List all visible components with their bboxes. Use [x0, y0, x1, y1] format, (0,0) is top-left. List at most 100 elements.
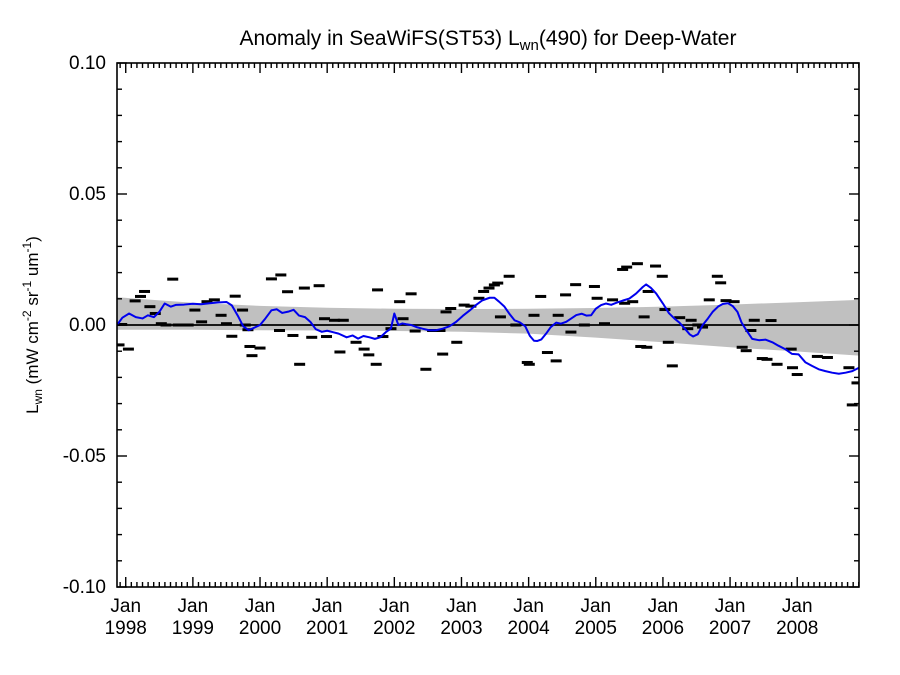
- anomaly-dash-marker: [409, 329, 421, 333]
- anomaly-dash-marker: [635, 344, 647, 348]
- anomaly-dash-marker: [149, 311, 161, 315]
- anomaly-dash-marker: [329, 318, 341, 322]
- y-axis-label: Lwn (mW cm-2 sr-1 um-1): [20, 236, 45, 414]
- axis-labels: 0.100.050.00-0.05-0.10Jan1998Jan1999Jan2…: [63, 53, 819, 639]
- x-tick-label-month: Jan: [715, 596, 746, 617]
- x-tick-label-year: 2005: [575, 618, 617, 639]
- anomaly-dash-marker: [560, 293, 572, 297]
- anomaly-dash-marker: [160, 323, 172, 327]
- anomaly-dash-marker: [745, 329, 757, 333]
- anomaly-dash-marker: [451, 340, 463, 344]
- anomaly-dash-marker: [244, 344, 256, 348]
- anomaly-dash-marker: [656, 274, 668, 278]
- anomaly-dash-marker: [591, 296, 603, 300]
- anomaly-dash-marker: [619, 301, 631, 305]
- smoothed-anomaly-line: [117, 283, 859, 375]
- anomaly-dash-marker: [337, 318, 349, 322]
- chart-title: Anomaly in SeaWiFS(ST53) Lwn(490) for De…: [240, 27, 737, 54]
- anomaly-dash-marker: [523, 362, 535, 366]
- anomaly-dash-marker: [503, 274, 515, 278]
- anomaly-dash-marker: [711, 274, 723, 278]
- anomaly-dash-marker: [541, 351, 553, 355]
- anomaly-dash-marker: [641, 345, 653, 349]
- anomaly-dash-marker: [692, 323, 704, 327]
- anomaly-dash-marker: [363, 353, 375, 357]
- anomaly-dash-marker: [465, 304, 477, 308]
- anomaly-dash-marker: [715, 281, 727, 285]
- anomaly-dash-marker: [405, 292, 417, 296]
- anomaly-dash-marker: [313, 284, 325, 288]
- monthly-anomaly-markers: [117, 262, 859, 407]
- anomaly-dash-marker: [851, 381, 859, 385]
- x-tick-label-month: Jan: [782, 596, 813, 617]
- anomaly-dash-marker: [740, 349, 752, 353]
- anomaly-dash-marker: [617, 267, 629, 271]
- axis-ticks: [117, 62, 860, 588]
- anomaly-dash-marker: [650, 264, 662, 268]
- x-tick-label-year: 2007: [709, 618, 751, 639]
- x-tick-label-year: 2001: [306, 618, 348, 639]
- anomaly-dash-marker: [189, 308, 201, 312]
- anomaly-dash-marker: [139, 289, 151, 293]
- x-tick-label-month: Jan: [513, 596, 544, 617]
- anomaly-dash-marker: [215, 313, 227, 317]
- anomaly-dash-marker: [528, 313, 540, 317]
- anomaly-dash-marker: [703, 298, 715, 302]
- x-tick-label-year: 2000: [239, 618, 281, 639]
- anomaly-dash-marker: [287, 333, 299, 337]
- anomaly-dash-marker: [607, 298, 619, 302]
- x-tick-label-month: Jan: [648, 596, 679, 617]
- anomaly-dash-marker: [246, 354, 258, 358]
- y-tick-label: 0.05: [69, 184, 106, 205]
- anomaly-dash-marker: [196, 320, 208, 324]
- anomaly-dash-marker: [720, 299, 732, 303]
- anomaly-dash-marker: [666, 364, 678, 368]
- anomaly-dash-marker: [434, 329, 446, 333]
- anomaly-dash-marker: [440, 310, 452, 314]
- x-tick-label-month: Jan: [580, 596, 611, 617]
- y-tick-label: -0.10: [63, 577, 106, 598]
- anomaly-dash-marker: [220, 322, 232, 326]
- x-tick-label-year: 1998: [105, 618, 147, 639]
- plot-area: [117, 262, 859, 407]
- x-tick-label-month: Jan: [110, 596, 141, 617]
- anomaly-dash-marker: [226, 334, 238, 338]
- anomaly-dash-marker: [201, 300, 213, 304]
- anomaly-dash-marker: [821, 355, 833, 359]
- anomaly-dash-marker: [229, 294, 241, 298]
- anomaly-dash-marker: [811, 354, 823, 358]
- anomaly-dash-marker: [599, 322, 611, 326]
- anomaly-dash-marker: [631, 262, 643, 266]
- anomaly-dash-marker: [588, 284, 600, 288]
- anomaly-dash-marker: [282, 290, 294, 294]
- anomaly-dash-marker: [117, 343, 125, 347]
- anomaly-dash-marker: [394, 300, 406, 304]
- anomaly-dash-marker: [521, 360, 533, 364]
- x-tick-label-year: 2008: [776, 618, 818, 639]
- anomaly-dash-marker: [458, 303, 470, 307]
- y-tick-label: 0.00: [69, 315, 106, 336]
- anomaly-dash-marker: [761, 357, 773, 361]
- x-tick-label-month: Jan: [379, 596, 410, 617]
- x-tick-label-year: 2004: [507, 618, 550, 639]
- anomaly-dash-marker: [483, 286, 495, 290]
- anomaly-dash-marker: [488, 283, 500, 287]
- x-tick-label-month: Jan: [178, 596, 209, 617]
- anomaly-dash-marker: [294, 362, 306, 366]
- anomaly-dash-marker: [208, 298, 220, 302]
- anomaly-dash-marker: [736, 345, 748, 349]
- anomaly-dash-marker: [321, 335, 333, 339]
- anomaly-dash-marker: [334, 350, 346, 354]
- anomaly-dash-marker: [306, 335, 318, 339]
- anomaly-dash-marker: [445, 306, 457, 310]
- anomaly-dash-marker: [674, 316, 686, 320]
- anomaly-dash-marker: [662, 340, 674, 344]
- anomaly-dash-marker: [771, 362, 783, 366]
- anomaly-dash-marker: [642, 289, 654, 293]
- anomaly-dash-marker: [372, 288, 384, 292]
- anomaly-dash-marker: [659, 308, 671, 312]
- anomaly-dash-marker: [682, 327, 694, 331]
- anomaly-dash-marker: [437, 352, 449, 356]
